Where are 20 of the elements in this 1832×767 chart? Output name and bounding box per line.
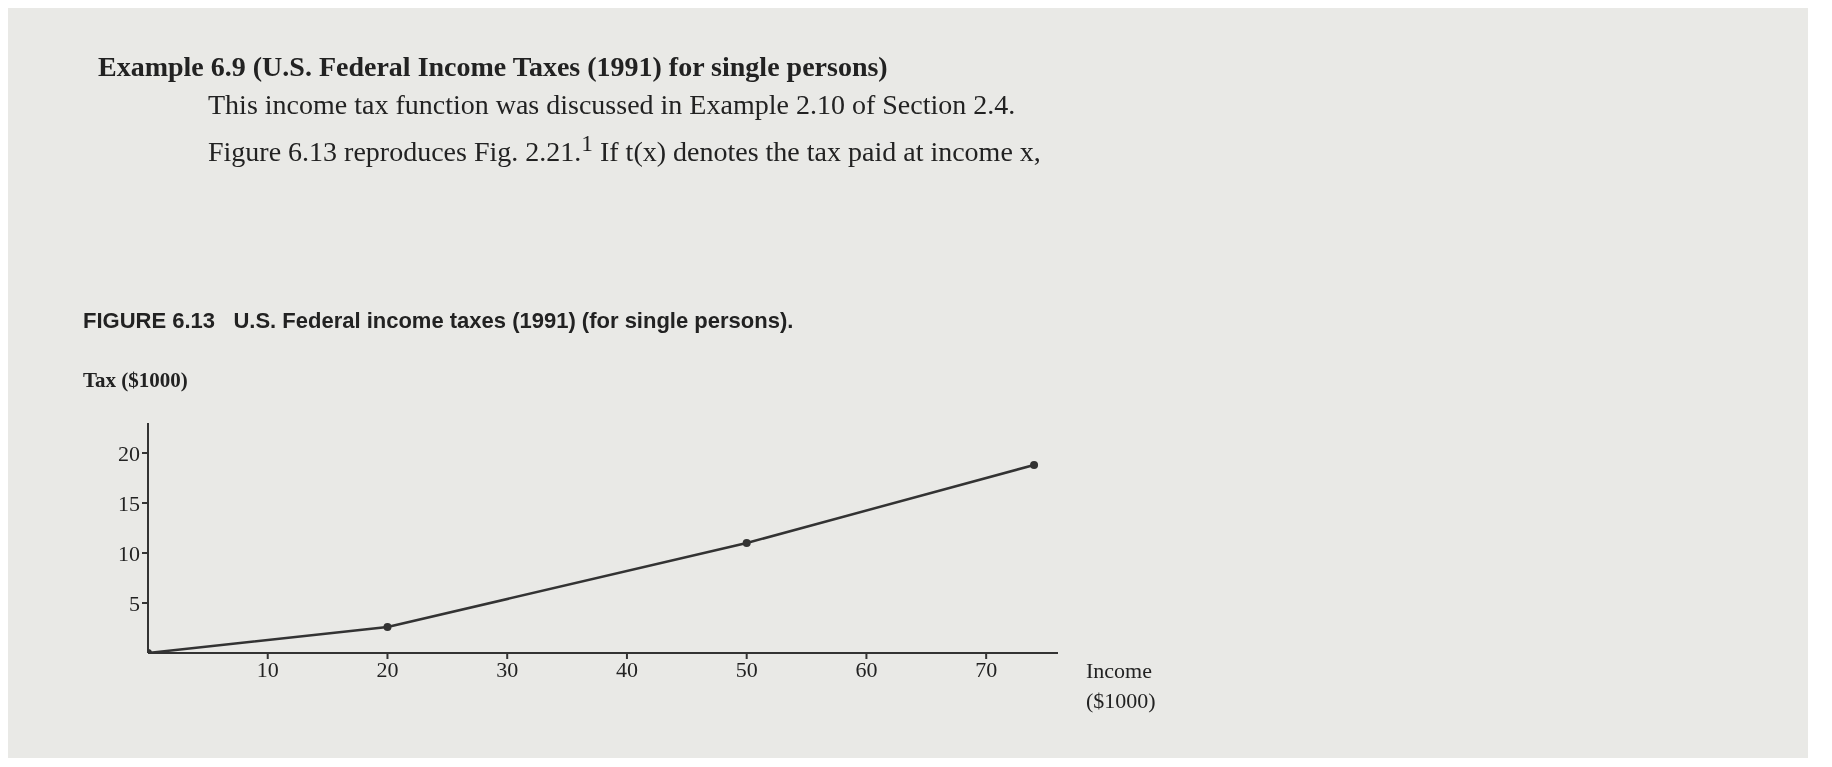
point: [1030, 461, 1039, 469]
x-tick-label: 60: [855, 656, 878, 682]
y-tick-label: 5: [129, 590, 140, 616]
y-tick-label: 15: [118, 490, 140, 516]
y-tick-label: 10: [118, 540, 140, 566]
caption: Figure 6.13 reproduces Fig. 2.21.$^{1}$ If t(x) denotes the tax paid at income x,: [208, 129, 1041, 170]
x-tick-label: 10: [256, 656, 279, 682]
x-tick-label: 20: [376, 656, 399, 682]
y-axis-title: Tax ($1000): [83, 368, 188, 393]
text: Example 6.9 (U.S. Federal Income Taxes (1991) for single persons): [98, 50, 889, 84]
y-tick-label: 20: [118, 440, 140, 466]
x-tick-label: 30: [496, 656, 519, 682]
x-tick-label: 50: [735, 656, 758, 682]
text: This income tax function was discussed in Example 2.10 of Section 2.4.: [208, 88, 1017, 122]
chart-title: FIGURE 6.13 U.S. Federal income taxes (1991) (for single persons).: [83, 308, 794, 334]
point: [383, 623, 392, 631]
x-tick-label: 70: [975, 656, 998, 682]
x-tick-label: 40: [615, 656, 638, 682]
point: [742, 539, 751, 547]
x-axis-title: Income ($1000): [1086, 657, 1157, 715]
